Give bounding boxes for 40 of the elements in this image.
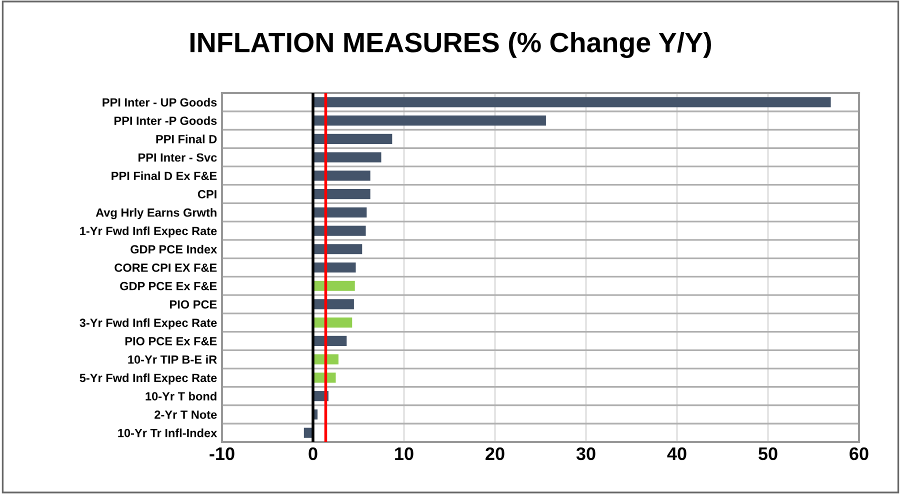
x-tick-label: 60: [850, 447, 868, 460]
bar: [313, 262, 356, 273]
bar: [313, 152, 382, 162]
y-tick-label: 10-Yr TIP B-E iR: [128, 355, 217, 364]
y-tick-label: PPI Final D Ex F&E: [112, 171, 217, 180]
y-tick-label: 10-Yr T bond: [146, 392, 216, 400]
bar: [313, 299, 354, 310]
bar: [313, 97, 831, 108]
y-tick-label: CPI: [198, 190, 216, 198]
y-tick-label: 2-Yr T Note: [154, 410, 217, 419]
x-tick-label: -10: [210, 447, 234, 460]
bar: [313, 188, 370, 200]
y-tick-label: GDP PCE Ex F&E: [120, 282, 217, 290]
y-tick-label: PPI Inter -P Goods: [114, 116, 217, 125]
x-tick-label: 20: [486, 447, 504, 460]
y-tick-label: GDP PCE Index: [130, 244, 218, 254]
y-tick-label: PIO PCE: [170, 300, 217, 309]
bar: [313, 116, 546, 126]
y-tick-label: 3-Yr Fwd Infl Expec Rate: [80, 318, 217, 330]
x-tick-label: 40: [667, 447, 686, 460]
y-tick-label: 10-Yr Tr Infl-Index: [118, 428, 218, 438]
y-tick-label: PIO PCE Ex F&E: [125, 337, 217, 346]
bar: [313, 280, 355, 291]
x-tick-label: 0: [308, 447, 318, 460]
x-tick-label: 10: [395, 447, 414, 460]
y-tick-label: CORE CPI EX F&E: [114, 264, 217, 272]
y-tick-label: Avg Hrly Earns Grwth: [96, 208, 216, 220]
y-tick-label: PPI Final D: [156, 134, 217, 144]
x-tick-label: 30: [576, 447, 596, 460]
chart-title: INFLATION MEASURES (% Change Y/Y): [190, 32, 711, 58]
y-tick-label: PPI Inter - Svc: [138, 153, 217, 162]
bar: [313, 244, 362, 254]
bar: [313, 207, 367, 218]
bar: [313, 134, 392, 144]
y-tick-label: 5-Yr Fwd Infl Expec Rate: [80, 373, 217, 384]
y-tick-label: 1-Yr Fwd Infl Expec Rate: [80, 226, 217, 238]
x-tick-label: 50: [758, 447, 778, 460]
bar: [313, 170, 370, 181]
bar: [313, 226, 366, 236]
y-tick-label: PPI Inter - UP Goods: [102, 98, 217, 107]
